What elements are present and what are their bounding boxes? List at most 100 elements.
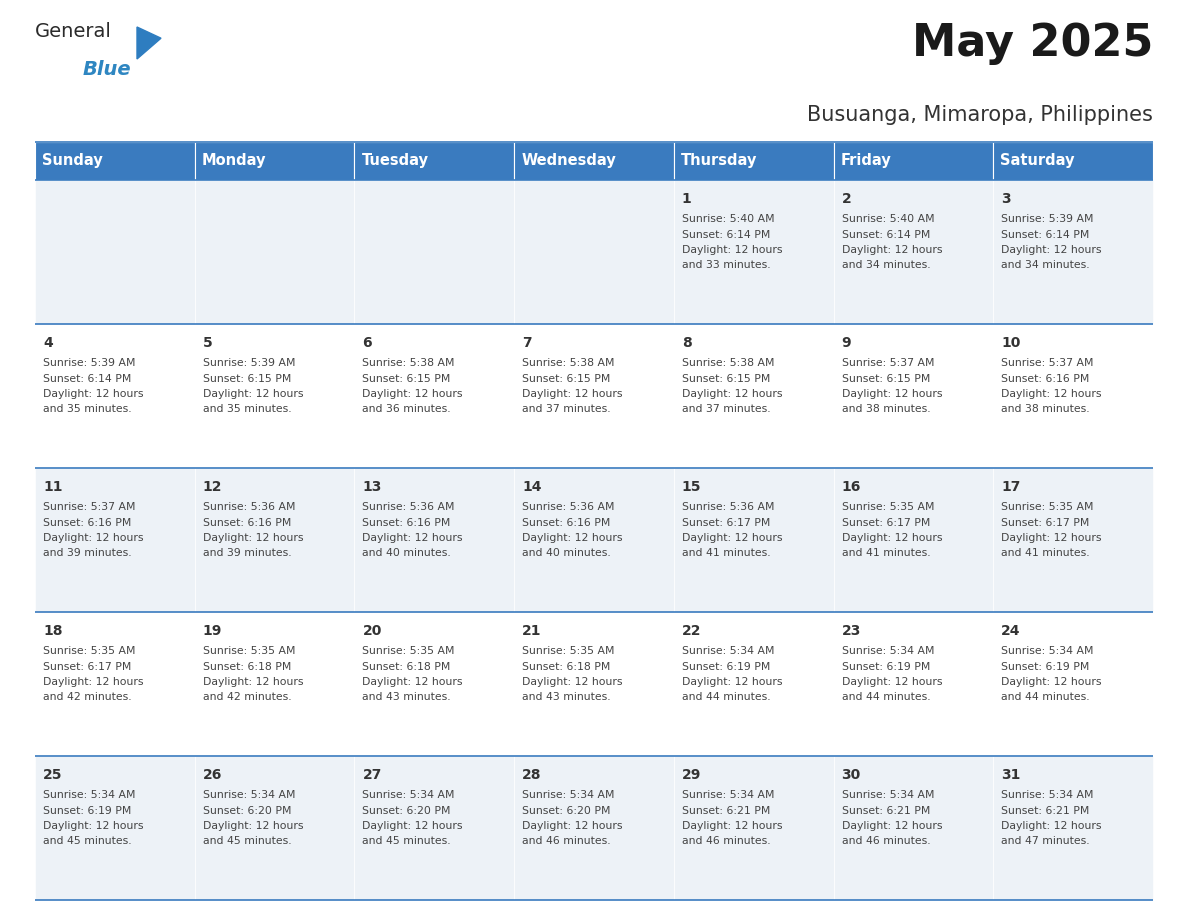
Bar <box>674 756 834 900</box>
Text: Daylight: 12 hours: Daylight: 12 hours <box>203 389 303 399</box>
Text: and 43 minutes.: and 43 minutes. <box>362 692 451 702</box>
Bar <box>993 324 1154 468</box>
Text: and 35 minutes.: and 35 minutes. <box>43 405 132 415</box>
Text: Daylight: 12 hours: Daylight: 12 hours <box>682 677 783 687</box>
Text: and 42 minutes.: and 42 minutes. <box>43 692 132 702</box>
Text: Daylight: 12 hours: Daylight: 12 hours <box>523 389 623 399</box>
Text: Tuesday: Tuesday <box>361 153 429 169</box>
Text: 29: 29 <box>682 768 701 782</box>
Text: 9: 9 <box>841 336 851 350</box>
Text: 15: 15 <box>682 480 701 494</box>
Bar <box>514 142 674 180</box>
Text: 4: 4 <box>43 336 52 350</box>
Text: Sunset: 6:19 PM: Sunset: 6:19 PM <box>1001 662 1089 671</box>
Text: 16: 16 <box>841 480 861 494</box>
Text: Daylight: 12 hours: Daylight: 12 hours <box>682 821 783 831</box>
Text: Sunset: 6:17 PM: Sunset: 6:17 PM <box>43 662 132 671</box>
Text: and 44 minutes.: and 44 minutes. <box>1001 692 1089 702</box>
Text: Sunset: 6:18 PM: Sunset: 6:18 PM <box>203 662 291 671</box>
Text: 8: 8 <box>682 336 691 350</box>
Text: and 42 minutes.: and 42 minutes. <box>203 692 291 702</box>
Bar <box>354 468 514 612</box>
Text: Sunrise: 5:36 AM: Sunrise: 5:36 AM <box>362 502 455 512</box>
Text: Sunrise: 5:34 AM: Sunrise: 5:34 AM <box>841 790 934 800</box>
Text: 27: 27 <box>362 768 381 782</box>
Bar <box>834 468 993 612</box>
Text: Sunset: 6:18 PM: Sunset: 6:18 PM <box>523 662 611 671</box>
Text: Daylight: 12 hours: Daylight: 12 hours <box>43 677 144 687</box>
Bar <box>34 612 195 756</box>
Bar <box>834 324 993 468</box>
Text: 20: 20 <box>362 624 381 638</box>
Bar <box>195 180 354 324</box>
Text: and 37 minutes.: and 37 minutes. <box>682 405 771 415</box>
Text: and 36 minutes.: and 36 minutes. <box>362 405 451 415</box>
Text: 23: 23 <box>841 624 861 638</box>
Text: Sunset: 6:21 PM: Sunset: 6:21 PM <box>841 805 930 815</box>
Text: and 38 minutes.: and 38 minutes. <box>1001 405 1089 415</box>
Text: Sunrise: 5:40 AM: Sunrise: 5:40 AM <box>682 214 775 224</box>
Bar <box>674 324 834 468</box>
Text: Sunset: 6:20 PM: Sunset: 6:20 PM <box>523 805 611 815</box>
Bar <box>993 756 1154 900</box>
Text: Sunrise: 5:34 AM: Sunrise: 5:34 AM <box>523 790 614 800</box>
Text: 5: 5 <box>203 336 213 350</box>
Text: Daylight: 12 hours: Daylight: 12 hours <box>1001 389 1101 399</box>
Text: Sunset: 6:14 PM: Sunset: 6:14 PM <box>841 230 930 240</box>
Text: 13: 13 <box>362 480 381 494</box>
Text: General: General <box>34 22 112 41</box>
Bar <box>514 324 674 468</box>
Text: Daylight: 12 hours: Daylight: 12 hours <box>841 533 942 543</box>
Bar <box>674 468 834 612</box>
Text: and 44 minutes.: and 44 minutes. <box>841 692 930 702</box>
Text: Daylight: 12 hours: Daylight: 12 hours <box>43 533 144 543</box>
Text: Daylight: 12 hours: Daylight: 12 hours <box>203 677 303 687</box>
Bar <box>354 180 514 324</box>
Text: Sunrise: 5:34 AM: Sunrise: 5:34 AM <box>682 790 775 800</box>
Text: and 47 minutes.: and 47 minutes. <box>1001 836 1089 846</box>
Bar <box>514 180 674 324</box>
Text: and 38 minutes.: and 38 minutes. <box>841 405 930 415</box>
Text: 17: 17 <box>1001 480 1020 494</box>
Text: Sunrise: 5:39 AM: Sunrise: 5:39 AM <box>1001 214 1094 224</box>
Bar <box>354 142 514 180</box>
Text: Daylight: 12 hours: Daylight: 12 hours <box>523 533 623 543</box>
Text: Sunset: 6:15 PM: Sunset: 6:15 PM <box>523 374 611 384</box>
Text: Daylight: 12 hours: Daylight: 12 hours <box>682 389 783 399</box>
Text: Sunset: 6:17 PM: Sunset: 6:17 PM <box>841 518 930 528</box>
Text: Sunrise: 5:36 AM: Sunrise: 5:36 AM <box>203 502 295 512</box>
Text: and 40 minutes.: and 40 minutes. <box>362 548 451 558</box>
Text: Daylight: 12 hours: Daylight: 12 hours <box>841 677 942 687</box>
Text: 3: 3 <box>1001 192 1011 206</box>
Text: 1: 1 <box>682 192 691 206</box>
Text: Daylight: 12 hours: Daylight: 12 hours <box>841 821 942 831</box>
Bar <box>195 468 354 612</box>
Text: Daylight: 12 hours: Daylight: 12 hours <box>43 821 144 831</box>
Bar <box>354 756 514 900</box>
Text: Sunrise: 5:37 AM: Sunrise: 5:37 AM <box>841 358 934 368</box>
Text: 6: 6 <box>362 336 372 350</box>
Text: 11: 11 <box>43 480 63 494</box>
Text: and 39 minutes.: and 39 minutes. <box>203 548 291 558</box>
Text: Sunrise: 5:38 AM: Sunrise: 5:38 AM <box>682 358 775 368</box>
Text: Sunset: 6:21 PM: Sunset: 6:21 PM <box>1001 805 1089 815</box>
Bar <box>195 324 354 468</box>
Text: Sunrise: 5:38 AM: Sunrise: 5:38 AM <box>362 358 455 368</box>
Text: and 37 minutes.: and 37 minutes. <box>523 405 611 415</box>
Polygon shape <box>137 27 162 59</box>
Text: Sunset: 6:21 PM: Sunset: 6:21 PM <box>682 805 770 815</box>
Text: Sunrise: 5:34 AM: Sunrise: 5:34 AM <box>1001 790 1094 800</box>
Text: and 45 minutes.: and 45 minutes. <box>362 836 451 846</box>
Bar <box>195 612 354 756</box>
Text: and 34 minutes.: and 34 minutes. <box>841 261 930 271</box>
Text: Sunset: 6:17 PM: Sunset: 6:17 PM <box>682 518 770 528</box>
Text: Sunset: 6:16 PM: Sunset: 6:16 PM <box>523 518 611 528</box>
Bar <box>674 612 834 756</box>
Bar <box>34 324 195 468</box>
Text: Thursday: Thursday <box>681 153 757 169</box>
Text: Sunrise: 5:34 AM: Sunrise: 5:34 AM <box>362 790 455 800</box>
Text: and 34 minutes.: and 34 minutes. <box>1001 261 1089 271</box>
Text: Daylight: 12 hours: Daylight: 12 hours <box>362 533 463 543</box>
Text: Sunrise: 5:36 AM: Sunrise: 5:36 AM <box>523 502 614 512</box>
Text: 14: 14 <box>523 480 542 494</box>
